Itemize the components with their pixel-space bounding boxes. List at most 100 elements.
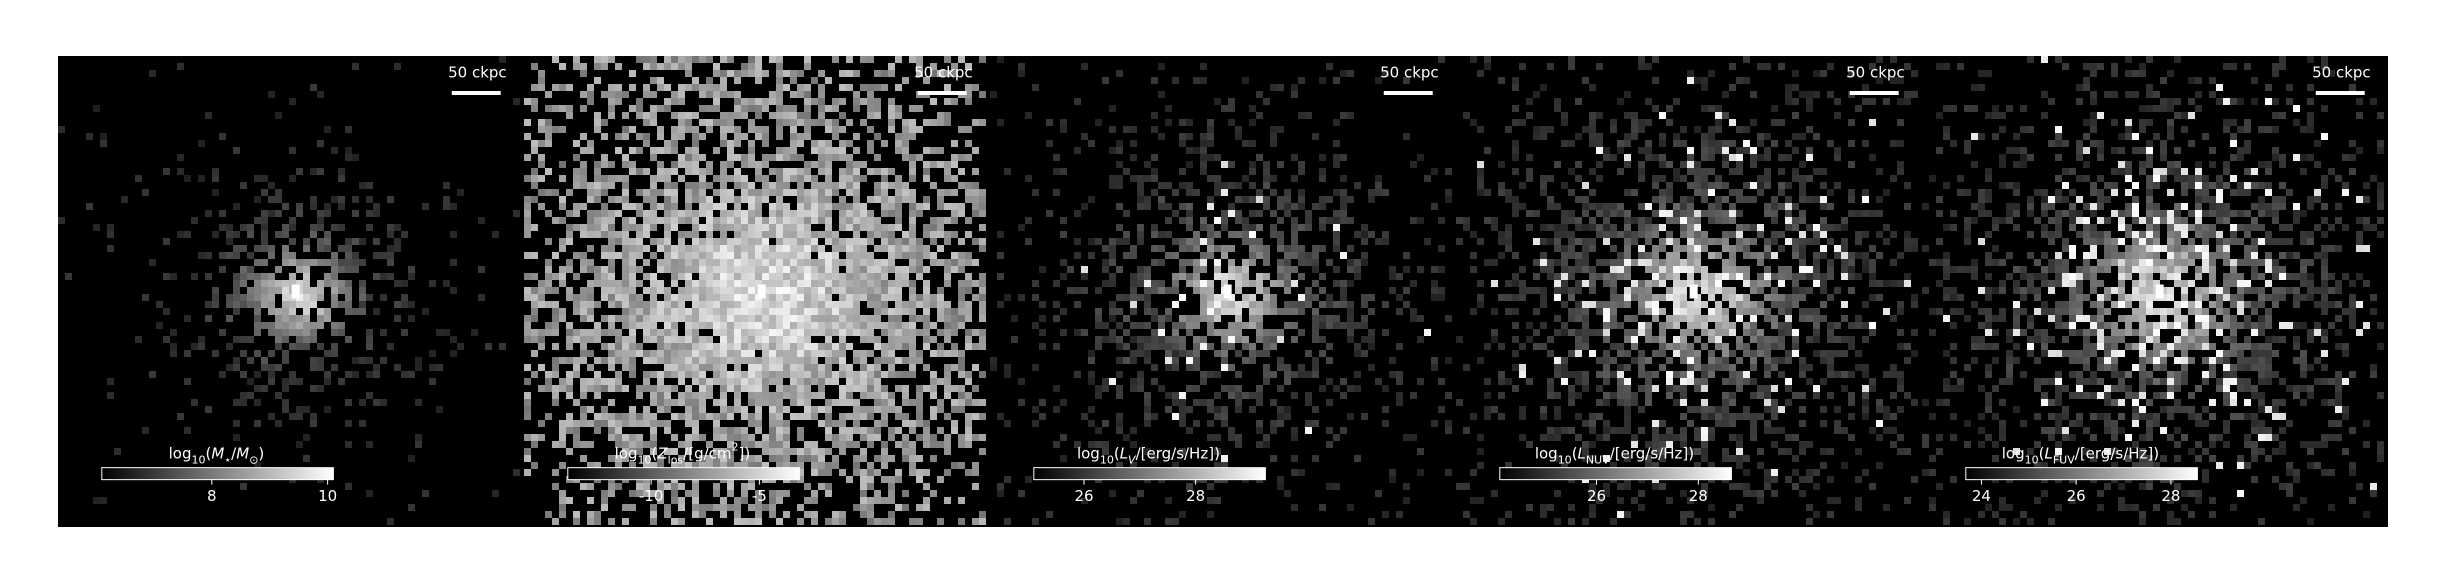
image-pixel <box>1484 189 1491 196</box>
image-pixel <box>1799 231 1806 238</box>
image-pixel <box>762 98 769 105</box>
image-pixel <box>1771 105 1778 112</box>
image-pixel <box>776 497 783 504</box>
image-pixel <box>909 518 916 525</box>
image-pixel <box>247 287 254 294</box>
image-pixel <box>755 455 762 462</box>
image-pixel <box>650 399 657 406</box>
image-pixel <box>1207 301 1214 308</box>
image-pixel <box>601 224 608 231</box>
image-pixel <box>699 364 706 371</box>
image-pixel <box>1680 175 1687 182</box>
image-pixel <box>1841 273 1848 280</box>
image-pixel <box>1792 280 1799 287</box>
image-pixel <box>825 238 832 245</box>
image-pixel <box>839 140 846 147</box>
image-pixel <box>951 308 958 315</box>
core-pixel <box>1223 284 1232 299</box>
image-pixel <box>720 329 727 336</box>
image-pixel <box>643 91 650 98</box>
image-pixel <box>853 133 860 140</box>
image-pixel <box>1624 273 1631 280</box>
image-pixel <box>916 518 923 525</box>
image-pixel <box>755 168 762 175</box>
image-pixel <box>1214 98 1221 105</box>
image-pixel <box>825 210 832 217</box>
image-pixel <box>762 301 769 308</box>
image-pixel <box>888 511 895 518</box>
image-pixel <box>1792 98 1799 105</box>
image-pixel <box>979 203 986 210</box>
image-pixel <box>818 210 825 217</box>
image-pixel <box>538 329 545 336</box>
image-pixel <box>1305 399 1312 406</box>
image-pixel <box>594 280 601 287</box>
image-pixel <box>846 378 853 385</box>
image-pixel <box>790 70 797 77</box>
image-pixel <box>755 308 762 315</box>
image-pixel <box>538 70 545 77</box>
image-pixel <box>818 301 825 308</box>
image-pixel <box>909 245 916 252</box>
image-pixel <box>177 168 184 175</box>
image-pixel <box>429 364 436 371</box>
image-pixel <box>699 203 706 210</box>
image-pixel <box>1792 203 1799 210</box>
image-pixel <box>650 175 657 182</box>
image-pixel <box>874 231 881 238</box>
image-pixel <box>303 455 310 462</box>
image-pixel <box>450 336 457 343</box>
image-pixel <box>622 196 629 203</box>
image-pixel <box>233 147 240 154</box>
image-pixel <box>944 469 951 476</box>
image-pixel <box>587 336 594 343</box>
image-pixel <box>734 329 741 336</box>
image-pixel <box>629 448 636 455</box>
image-pixel <box>1736 161 1743 168</box>
image-pixel <box>1109 336 1116 343</box>
image-pixel <box>226 343 233 350</box>
image-pixel <box>1757 175 1764 182</box>
image-pixel <box>958 287 965 294</box>
image-pixel <box>692 84 699 91</box>
image-pixel <box>874 196 881 203</box>
image-pixel <box>1410 315 1417 322</box>
image-pixel <box>282 385 289 392</box>
image-pixel <box>923 364 930 371</box>
image-pixel <box>881 140 888 147</box>
image-pixel <box>1666 196 1673 203</box>
image-pixel <box>345 399 352 406</box>
image-pixel <box>1249 238 1256 245</box>
image-pixel <box>1235 399 1242 406</box>
image-pixel <box>1340 427 1347 434</box>
image-pixel <box>580 231 587 238</box>
image-pixel <box>1284 287 1291 294</box>
image-pixel <box>268 245 275 252</box>
image-pixel <box>937 203 944 210</box>
image-pixel <box>1540 238 1547 245</box>
image-pixel <box>790 91 797 98</box>
image-pixel <box>671 497 678 504</box>
image-pixel <box>566 266 573 273</box>
image-pixel <box>552 343 559 350</box>
image-pixel <box>797 231 804 238</box>
image-pixel <box>1659 175 1666 182</box>
image-pixel <box>268 413 275 420</box>
image-pixel <box>566 84 573 91</box>
image-pixel <box>1319 203 1326 210</box>
image-pixel <box>1624 231 1631 238</box>
image-pixel <box>366 343 373 350</box>
image-pixel <box>797 266 804 273</box>
image-pixel <box>776 203 783 210</box>
image-pixel <box>1326 301 1333 308</box>
image-pixel <box>930 238 937 245</box>
image-pixel <box>1764 63 1771 70</box>
image-pixel <box>692 343 699 350</box>
image-pixel <box>720 336 727 343</box>
image-pixel <box>804 175 811 182</box>
image-pixel <box>1298 329 1305 336</box>
image-pixel <box>720 406 727 413</box>
image-pixel <box>622 364 629 371</box>
image-pixel <box>1708 133 1715 140</box>
